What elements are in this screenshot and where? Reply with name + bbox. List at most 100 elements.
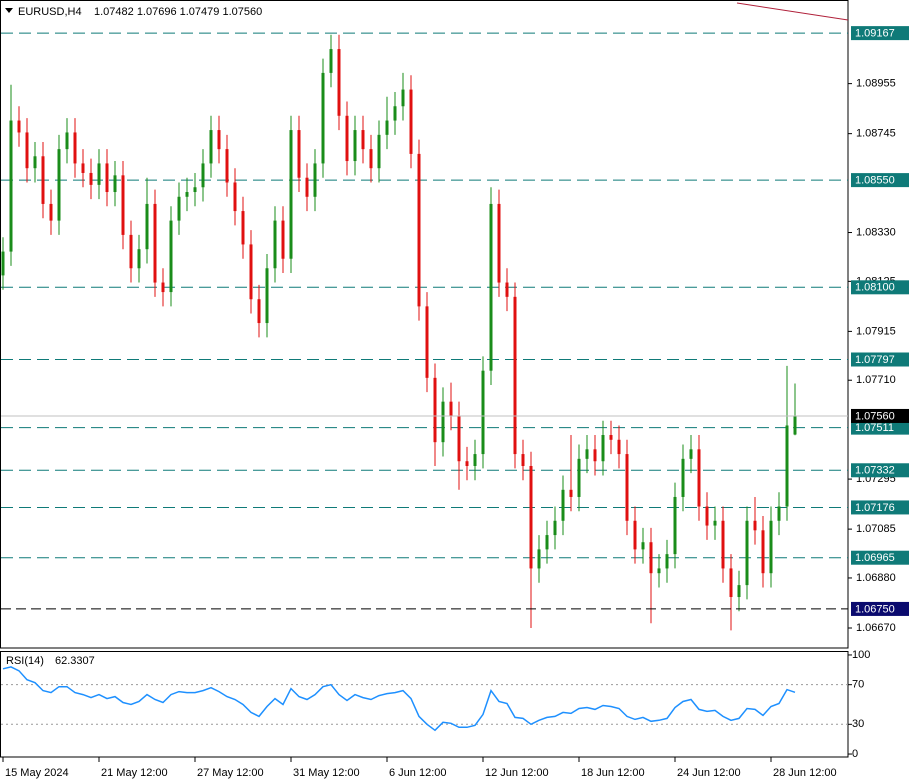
candle-body xyxy=(257,299,261,324)
x-tick-label: 18 Jun 12:00 xyxy=(581,767,645,779)
level-box xyxy=(851,352,909,367)
x-tick-label: 15 May 2024 xyxy=(5,767,69,779)
y-tick-label: 1.06670 xyxy=(856,622,896,634)
current-price-label: 1.07560 xyxy=(855,410,895,422)
candle-body xyxy=(337,49,341,116)
candle-body xyxy=(25,132,29,169)
candle-body xyxy=(49,203,53,221)
rsi-tick-label: 0 xyxy=(852,748,858,760)
candle-body xyxy=(385,120,389,135)
level-box xyxy=(851,550,909,565)
menu-arrow[interactable] xyxy=(5,8,13,13)
candle-body xyxy=(137,249,141,269)
candle-body xyxy=(713,520,717,526)
candle-body xyxy=(497,203,501,283)
candle-body xyxy=(329,49,333,73)
candle-body xyxy=(433,377,437,443)
x-tick-label: 28 Jun 12:00 xyxy=(773,767,837,779)
level-label: 1.06965 xyxy=(855,552,895,564)
candle-body xyxy=(609,435,613,440)
candle-body xyxy=(457,415,461,462)
candle-body xyxy=(665,554,669,569)
candle-body xyxy=(265,268,269,324)
candle-body xyxy=(33,156,37,169)
candle-body xyxy=(57,149,61,221)
candle-body xyxy=(521,454,525,466)
level-label: 1.07176 xyxy=(855,502,895,514)
candle-body xyxy=(601,435,605,462)
candle-body xyxy=(193,187,197,193)
candle-body xyxy=(697,449,701,507)
candle-body xyxy=(753,520,757,531)
y-tick-label: 1.07915 xyxy=(856,325,896,337)
level-label: 1.08550 xyxy=(855,175,895,187)
candle-body xyxy=(793,415,797,435)
y-tick-label: 1.06880 xyxy=(856,572,896,584)
candle-body xyxy=(721,520,725,569)
level-label: 1.08100 xyxy=(855,282,895,294)
candle-body xyxy=(217,130,221,150)
candle-body xyxy=(313,163,317,197)
candle-body xyxy=(481,370,485,455)
y-tick-label: 1.07710 xyxy=(856,374,896,386)
candle-body xyxy=(561,489,565,521)
candle-body xyxy=(625,454,629,521)
candle-body xyxy=(81,163,85,173)
candle-body xyxy=(225,149,229,183)
candle-body xyxy=(113,175,117,193)
candle-body xyxy=(89,172,93,185)
support-box xyxy=(851,601,909,616)
candle-body xyxy=(41,156,45,204)
candle-body xyxy=(177,196,181,221)
candle-body xyxy=(161,282,165,293)
current-price-box xyxy=(851,408,909,423)
candle-body xyxy=(769,520,773,574)
candle-body xyxy=(105,163,109,193)
level-box xyxy=(851,463,909,478)
candle-body xyxy=(553,520,557,536)
candle-body xyxy=(17,120,21,133)
symbol: EURUSD,H4 xyxy=(18,6,82,18)
x-tick-label: 12 Jun 12:00 xyxy=(485,767,549,779)
candle-body xyxy=(201,163,205,188)
candle-body xyxy=(97,163,101,185)
candle-body xyxy=(513,296,517,455)
candle-body xyxy=(393,106,397,121)
level-label: 1.09167 xyxy=(855,28,895,40)
y-tick-label: 1.08330 xyxy=(856,226,896,238)
candle-body xyxy=(569,489,573,497)
candle-body xyxy=(745,520,749,586)
candle-body xyxy=(729,568,733,598)
x-tick-label: 21 May 12:00 xyxy=(101,767,168,779)
candle-body xyxy=(73,132,77,164)
rsi-value: 62.3307 xyxy=(55,655,95,667)
support-label: 1.06750 xyxy=(855,603,895,615)
level-box xyxy=(851,500,909,515)
candle-body xyxy=(369,149,373,169)
level-label: 1.07797 xyxy=(855,354,895,366)
candle-body xyxy=(1,251,5,276)
candle-body xyxy=(465,461,469,466)
candle-body xyxy=(545,535,549,550)
candle-body xyxy=(689,449,693,459)
candle-body xyxy=(425,306,429,378)
level-box xyxy=(851,280,909,295)
candle-body xyxy=(305,177,309,197)
candle-body xyxy=(641,542,645,550)
candle-body xyxy=(209,130,213,164)
level-box xyxy=(851,420,909,435)
candle-body xyxy=(409,89,413,154)
candle-body xyxy=(273,220,277,269)
candle-body xyxy=(129,234,133,269)
rsi-line xyxy=(2,666,796,732)
trend-line xyxy=(736,2,849,21)
candle-body xyxy=(345,115,349,162)
candle-body xyxy=(401,89,405,107)
rsi-tick-label: 30 xyxy=(852,718,864,730)
candle-body xyxy=(585,449,589,459)
x-tick-label: 31 May 12:00 xyxy=(293,767,360,779)
y-tick-label: 1.08745 xyxy=(856,128,896,140)
candle-body xyxy=(505,282,509,297)
